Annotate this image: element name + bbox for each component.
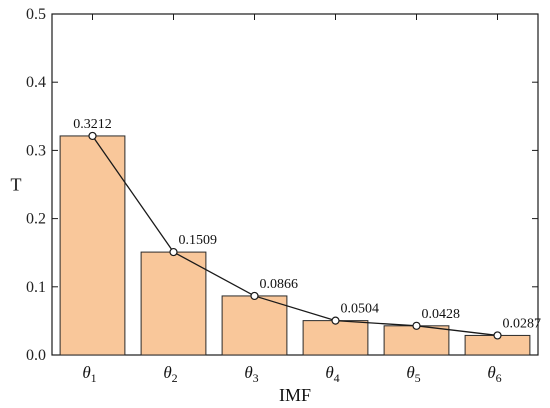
bar bbox=[221, 295, 288, 356]
trend-line bbox=[91, 135, 498, 337]
bar bbox=[140, 251, 207, 356]
x-tick-label: θ4 bbox=[325, 363, 339, 385]
data-label: 0.0866 bbox=[260, 277, 299, 292]
data-point bbox=[331, 316, 340, 325]
x-tick-label: θ1 bbox=[82, 363, 96, 385]
y-tick-label: 0.0 bbox=[26, 347, 46, 364]
x-tick-label: θ5 bbox=[406, 363, 420, 385]
data-point bbox=[169, 247, 178, 257]
bar bbox=[383, 325, 450, 356]
data-point bbox=[412, 321, 421, 330]
y-tick-label: 0.1 bbox=[26, 279, 46, 296]
data-label: 0.1509 bbox=[179, 233, 218, 248]
x-tick-label: θ3 bbox=[244, 363, 258, 385]
x-tick-label: θ6 bbox=[487, 363, 501, 385]
y-tick-label: 0.2 bbox=[26, 211, 46, 228]
data-label: 0.0504 bbox=[341, 302, 380, 317]
x-tick-label: θ2 bbox=[163, 363, 177, 385]
data-label: 0.3212 bbox=[73, 117, 112, 132]
y-tick-label: 0.5 bbox=[26, 6, 46, 23]
y-tick-label: 0.4 bbox=[26, 74, 46, 91]
y-tick-label: 0.3 bbox=[26, 142, 46, 159]
data-point bbox=[250, 291, 259, 301]
y-axis-title: T bbox=[11, 175, 22, 195]
data-label: 0.0287 bbox=[503, 316, 542, 331]
data-point bbox=[88, 131, 97, 141]
x-axis-title: IMF bbox=[279, 385, 311, 405]
bar bbox=[59, 135, 126, 356]
plot-frame bbox=[51, 13, 539, 356]
data-label: 0.0428 bbox=[422, 307, 461, 322]
bar bbox=[302, 320, 369, 356]
data-point bbox=[493, 331, 502, 340]
